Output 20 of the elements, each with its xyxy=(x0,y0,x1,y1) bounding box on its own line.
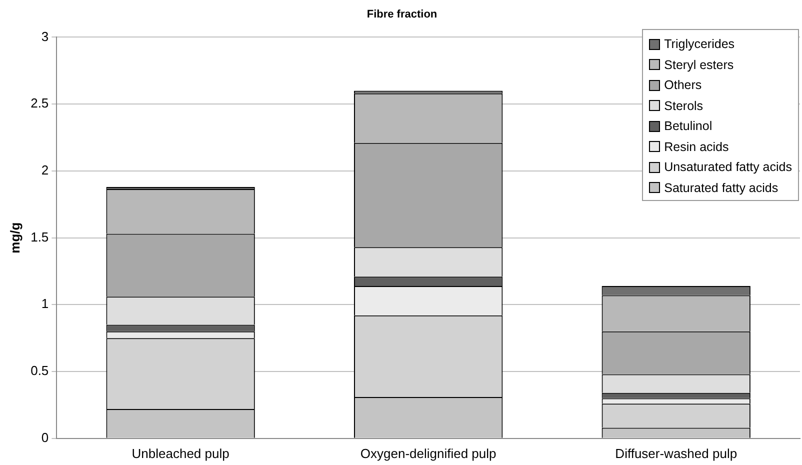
y-tick-label: 0 xyxy=(41,430,49,445)
legend-label: Unsaturated fatty acids xyxy=(664,160,792,174)
x-tick-label: Diffuser-washed pulp xyxy=(615,446,738,461)
y-tick-label: 1.5 xyxy=(30,229,49,244)
x-tick-label: Oxygen-delignified pulp xyxy=(360,446,496,461)
y-tick-label: 1 xyxy=(41,296,49,312)
legend-label: Triglycerides xyxy=(664,37,735,52)
y-tick-label: 0.5 xyxy=(30,363,49,378)
chart-title: Fibre fraction xyxy=(366,8,438,21)
legend-label: Others xyxy=(664,78,702,92)
y-tick-label: 2.5 xyxy=(30,96,49,111)
legend-label: Steryl esters xyxy=(664,58,734,72)
y-tick-label: 2 xyxy=(41,162,49,178)
legend-label: Resin acids xyxy=(664,140,729,154)
legend-label: Saturated fatty acids xyxy=(664,180,778,195)
y-axis-title: mg/g xyxy=(7,222,22,254)
legend-label: Betulinol xyxy=(664,119,712,134)
legend-label: Sterols xyxy=(664,98,704,113)
x-tick-label: Unbleached pulp xyxy=(132,446,230,461)
y-tick-label: 3 xyxy=(41,28,49,44)
